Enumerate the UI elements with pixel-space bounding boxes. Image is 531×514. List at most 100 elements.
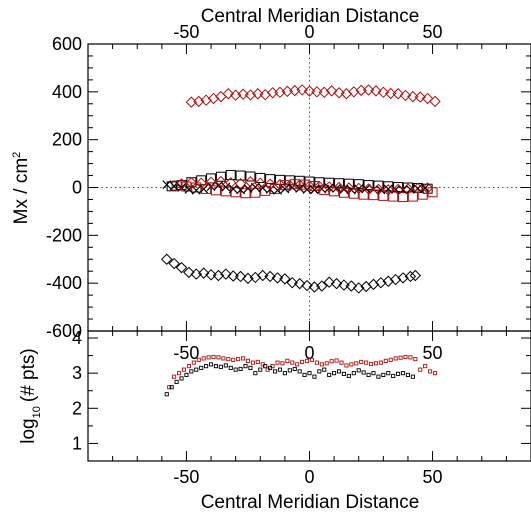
data-point	[414, 91, 426, 103]
data-point	[381, 372, 386, 377]
data-point	[196, 357, 201, 362]
data-point	[307, 371, 312, 376]
data-point	[289, 179, 300, 190]
data-point	[223, 363, 228, 368]
data-point	[351, 371, 356, 376]
data-point	[209, 362, 214, 367]
lower-y-axis-title-suffix: (# pts)	[18, 348, 39, 402]
data-point	[368, 190, 379, 201]
upper-series	[161, 84, 441, 294]
data-point	[250, 360, 255, 365]
upper-y-axis-title-sup: 2	[11, 152, 23, 158]
data-point	[200, 94, 212, 106]
data-point	[421, 182, 434, 194]
data-point	[304, 358, 310, 363]
bottom-x-axis-title: Central Meridian Distance	[201, 492, 420, 513]
data-point	[412, 182, 424, 195]
data-point	[272, 369, 278, 374]
data-point	[186, 364, 191, 369]
data-point	[402, 183, 414, 195]
data-point	[235, 170, 246, 181]
data-point	[184, 372, 189, 377]
data-point	[252, 88, 264, 100]
data-point	[403, 354, 408, 360]
data-point	[181, 367, 187, 372]
data-point	[405, 184, 415, 194]
data-point	[428, 369, 433, 374]
data-point	[392, 88, 404, 100]
data-point	[361, 184, 371, 193]
svg-text:log10(# pts): log10 (# pts)	[18, 348, 43, 443]
data-point	[293, 179, 306, 191]
data-point	[312, 374, 317, 379]
data-point	[303, 85, 316, 97]
data-point	[164, 392, 169, 397]
lower-y-tick-label: 1	[72, 433, 82, 453]
data-point	[197, 267, 210, 279]
data-point	[265, 174, 276, 185]
data-point	[279, 273, 291, 285]
data-point	[248, 365, 253, 370]
data-point	[213, 364, 219, 369]
top-x-tick-label: 50	[423, 22, 443, 42]
data-point	[206, 173, 217, 184]
data-point	[177, 371, 182, 376]
upper-y-tick-label: -200	[46, 225, 82, 245]
data-point	[240, 188, 251, 199]
lower-series-1	[164, 362, 415, 397]
data-point	[375, 276, 387, 289]
upper-series-1	[161, 253, 422, 294]
data-point	[385, 87, 397, 100]
data-point	[309, 185, 319, 195]
data-point	[378, 190, 389, 201]
data-point	[323, 181, 335, 193]
data-point	[230, 187, 241, 198]
data-point	[236, 185, 246, 195]
data-point	[243, 364, 248, 369]
data-point	[201, 183, 212, 194]
data-point	[418, 367, 423, 372]
upper-y-axis-title: Mx / cm2	[11, 152, 32, 225]
lower-inner-x-tick-label: 50	[423, 343, 443, 363]
data-point	[168, 257, 180, 270]
data-point	[330, 277, 343, 290]
data-point	[195, 177, 207, 189]
data-point	[349, 362, 354, 367]
data-point	[345, 280, 358, 292]
data-point	[354, 361, 359, 366]
data-point	[393, 356, 398, 361]
data-point	[189, 369, 194, 374]
data-point	[285, 358, 290, 363]
data-point	[179, 376, 184, 381]
lower-y-axis-title-sub: 10	[31, 406, 43, 418]
data-point	[343, 182, 355, 194]
data-point	[295, 362, 300, 367]
data-point	[397, 272, 409, 284]
data-point	[408, 355, 413, 360]
data-point	[175, 261, 188, 274]
data-point	[212, 269, 225, 282]
data-point	[409, 269, 422, 282]
svg-text:Mx / cm2: Mx / cm2	[11, 152, 32, 225]
data-point	[339, 184, 349, 194]
data-point	[432, 371, 438, 376]
data-point	[222, 88, 234, 100]
top-x-axis-title: Central Meridian Distance	[201, 6, 420, 27]
data-point	[205, 176, 217, 188]
data-point	[313, 180, 326, 193]
lower-y-tick-label: 4	[72, 328, 82, 348]
data-point	[234, 177, 247, 190]
data-point	[303, 180, 316, 192]
data-point	[271, 272, 284, 284]
data-point	[225, 170, 236, 181]
data-point	[258, 367, 263, 372]
data-point	[420, 183, 430, 193]
data-point	[280, 184, 290, 194]
data-point	[175, 178, 188, 190]
data-point	[237, 88, 249, 100]
data-point	[275, 360, 280, 365]
data-point	[353, 282, 365, 294]
data-point	[227, 270, 239, 282]
